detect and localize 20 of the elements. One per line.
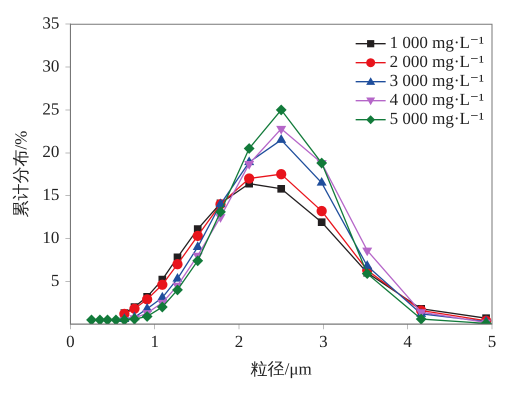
x-axis-title: 粒径/μm bbox=[250, 359, 312, 378]
x-tick-label: 0 bbox=[66, 332, 75, 351]
y-tick-label: 35 bbox=[42, 14, 60, 33]
x-tick-label: 2 bbox=[234, 332, 244, 351]
y-tick-label: 5 bbox=[50, 270, 60, 290]
y-tick-label: 15 bbox=[42, 185, 60, 204]
y-tick-label: 30 bbox=[42, 56, 60, 76]
legend-label: 1 000 mg·L⁻¹ bbox=[390, 33, 484, 52]
y-tick-label: 25 bbox=[42, 99, 60, 118]
x-tick-label: 1 bbox=[150, 332, 159, 351]
y-tick-label: 20 bbox=[42, 142, 60, 162]
legend-label: 5 000 mg·L⁻¹ bbox=[390, 109, 484, 128]
legend-label: 2 000 mg·L⁻¹ bbox=[390, 52, 484, 72]
legend-label: 3 000 mg·L⁻¹ bbox=[390, 71, 484, 90]
x-tick-label: 3 bbox=[319, 332, 328, 351]
x-tick-label: 5 bbox=[488, 332, 496, 351]
x-tick-label: 4 bbox=[403, 332, 412, 351]
y-tick-label: 10 bbox=[42, 228, 60, 247]
y-axis-title: 累计分布/% bbox=[12, 130, 31, 218]
legend-label: 4 000 mg·L⁻¹ bbox=[390, 90, 484, 110]
